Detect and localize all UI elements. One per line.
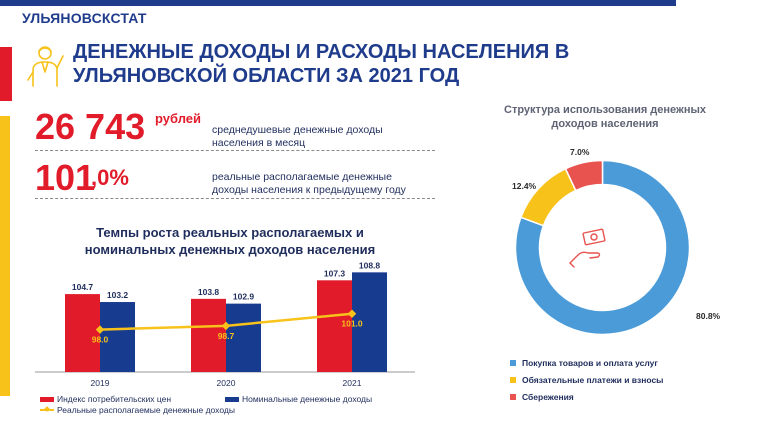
legend-swatch-purchases [510,359,516,366]
real-income-value: 101 [35,157,96,198]
legend-item-cpi: Индекс потребительских цен [40,394,171,404]
growth-bar-chart: 104.7 103.2 2019 103.8 102.9 2020 107.3 108.8 20… [35,262,415,388]
slice-label-payments: 12.4% [512,181,537,191]
income-description-line2: населения в месяц [212,137,306,149]
slice-label-purchases: 80.8% [696,311,721,321]
page-title-line2: УЛЬЯНОВСКОЙ ОБЛАСТИ ЗА 2021 ГОД [73,65,460,87]
slice-label-savings: 7.0% [570,147,590,157]
line-value-label: 98.0 [92,335,109,345]
bar-chart-title-line1: Темпы роста реальных располагаемых и [96,225,364,240]
legend-label-payments: Обязательные платежи и взносы [522,374,664,385]
income-structure-donut-chart [514,159,691,336]
x-tick-label: 2020 [217,378,236,388]
bar-nominal-2021 [352,272,387,372]
donut-slice-purchases [514,159,691,336]
bar-value-label: 103.8 [198,287,220,297]
legend-item-nominal: Номинальные денежные доходы [225,394,372,404]
legend-swatch-cpi [40,396,54,402]
brand-logo-text: УЛЬЯНОВСКСТАТ [22,10,147,26]
legend-item-savings: Сбережения [510,388,663,405]
bar-chart-title-line2: номинальных денежных доходов населения [84,242,376,257]
page-title-line1: ДЕНЕЖНЫЕ ДОХОДЫ И РАСХОДЫ НАСЕЛЕНИЯ В [73,41,570,63]
line-value-label: 101.0 [341,319,363,329]
bar-cpi-2021 [317,280,352,372]
bar-nominal-2019 [100,302,135,372]
bar-value-label: 104.7 [72,282,94,292]
legend-label-savings: Сбережения [522,391,574,402]
donut-chart-title-line1: Структура использования денежных [504,104,706,116]
income-description: среднедушевые денежные доходы населения … [212,124,412,150]
bar-cpi-2020 [191,298,226,372]
legend-label-purchases: Покупка товаров и оплата услуг [522,357,658,368]
legend-item-purchases: Покупка товаров и оплата услуг [510,354,663,371]
legend-swatch-payments [510,376,516,383]
line-value-label: 98.7 [218,331,235,341]
bar-value-label: 107.3 [324,268,346,278]
divider-dashed [35,150,435,151]
income-value: 26 743 [35,106,146,147]
legend-label-cpi: Индекс потребительских цен [57,394,172,404]
bar-value-label: 102.9 [233,292,255,302]
legend-swatch-savings [510,393,516,400]
bar-cpi-2019 [65,294,100,372]
legend-label-real-income: Реальные располагаемые денежные доходы [57,405,235,415]
real-income-description-line2: доходы населения к предыдущему году [212,184,406,196]
x-tick-label: 2019 [91,378,110,388]
donut-slice-payments [519,167,577,227]
yellow-accent-bar [0,116,10,396]
hand-money-icon [569,228,606,268]
legend-item-real-income: Реальные располагаемые денежные доходы [40,405,235,415]
bar-value-label: 108.8 [359,262,381,270]
donut-chart-legend: Покупка товаров и оплата услуг Обязатель… [510,354,663,405]
real-income-description-line1: реальные располагаемые денежные [212,171,392,183]
divider-dashed [35,198,435,199]
legend-item-payments: Обязательные платежи и взносы [510,371,663,388]
bar-value-label: 103.2 [107,290,129,300]
income-description-line1: среднедушевые денежные доходы [212,124,383,136]
bar-chart-title: Темпы роста реальных располагаемых и ном… [45,224,415,258]
line-point-2021 [347,309,357,318]
red-accent-bar [0,47,12,101]
real-income-description: реальные располагаемые денежные доходы н… [212,171,432,197]
income-unit: рублей [155,111,202,126]
donut-chart-title: Структура использования денежных доходов… [470,103,740,131]
donut-chart-title-line2: доходов населения [551,118,659,130]
real-income-unit: ,0% [91,165,129,190]
legend-label-nominal: Номинальные денежные доходы [242,394,373,404]
legend-line-real-income [40,409,54,411]
donut-slice-savings [564,159,604,192]
person-presenting-icon [27,46,64,87]
x-tick-label: 2021 [343,378,362,388]
legend-swatch-nominal [225,396,239,402]
bar-nominal-2020 [226,303,261,372]
top-bar [0,0,676,6]
page-title: ДЕНЕЖНЫЕ ДОХОДЫ И РАСХОДЫ НАСЕЛЕНИЯ В УЛ… [73,40,633,88]
